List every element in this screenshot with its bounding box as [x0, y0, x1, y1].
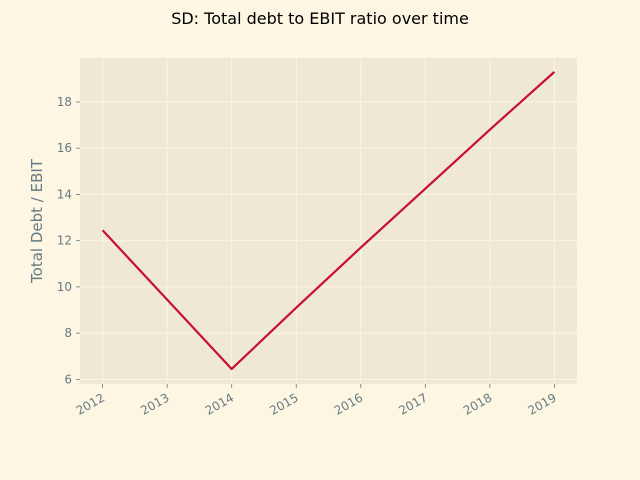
plot-area	[80, 58, 577, 384]
y-tick-label: 12	[57, 234, 72, 248]
x-tick-label: 2017	[396, 390, 429, 417]
series-line	[101, 71, 556, 371]
grid	[80, 58, 577, 384]
x-tick-label: 2016	[332, 390, 365, 417]
y-tick-label: 14	[57, 187, 72, 201]
y-tick-label: 18	[57, 95, 72, 109]
x-tick-label: 2019	[525, 390, 558, 417]
chart-title: SD: Total debt to EBIT ratio over time	[171, 9, 469, 28]
y-tick-label: 10	[57, 280, 72, 294]
series-line-group	[101, 71, 556, 371]
x-axis: 2012 2013 2014 2015 2016 2017 2018 2019	[74, 384, 559, 418]
y-tick-label: 6	[64, 372, 72, 386]
x-tick-label: 2015	[267, 390, 300, 417]
x-tick-label: 2014	[203, 390, 236, 417]
x-tick-label: 2013	[138, 390, 171, 417]
y-tick-label: 8	[64, 326, 72, 340]
y-axis-label: Total Debt / EBIT	[28, 158, 46, 284]
x-tick-label: 2018	[461, 390, 494, 417]
y-axis: 6 8 10 12 14 16 18	[57, 95, 80, 386]
y-tick-label: 16	[57, 141, 72, 155]
x-tick-label: 2012	[74, 390, 107, 417]
